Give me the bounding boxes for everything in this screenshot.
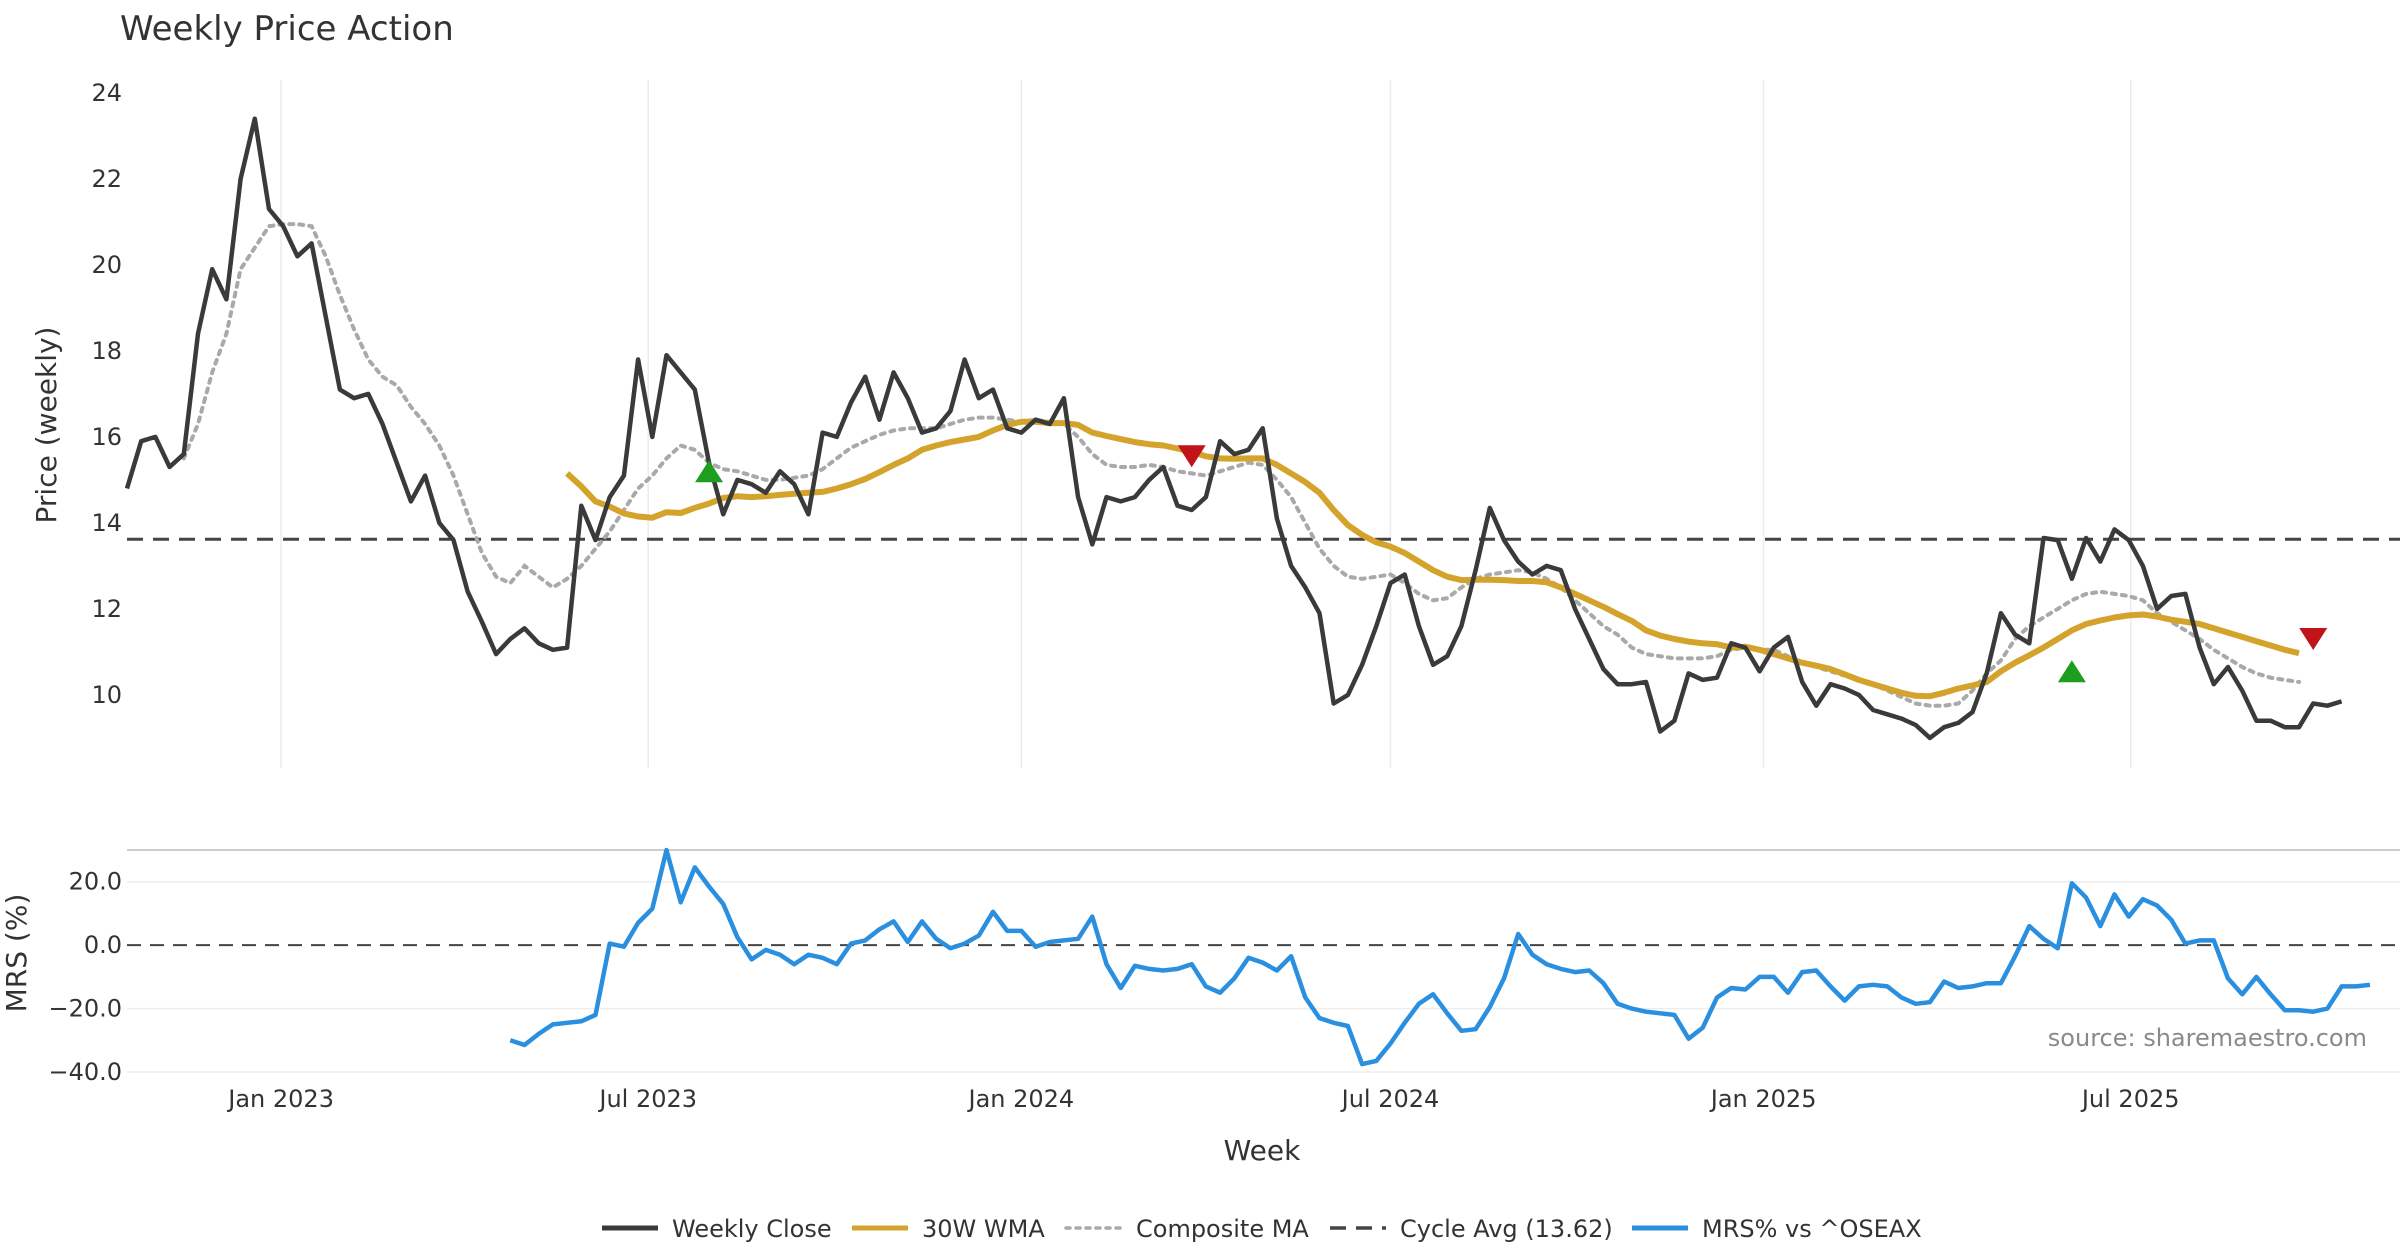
- legend-label: Composite MA: [1136, 1215, 1309, 1243]
- price-grid: [280, 80, 2132, 768]
- price-y-tick-label: 14: [91, 509, 122, 537]
- price-panel: 10 12 14 16 18 20 22 24 Price (weekly): [30, 79, 2400, 768]
- mrs-y-axis-label: MRS (%): [0, 894, 33, 1013]
- price-y-tick-label: 20: [91, 251, 122, 279]
- price-y-tick-label: 22: [91, 165, 122, 193]
- mrs-y-tick-label: −40.0: [48, 1058, 122, 1086]
- price-y-tick-label: 12: [91, 595, 122, 623]
- composite-ma-line: [181, 222, 2301, 708]
- legend-label: Cycle Avg (13.62): [1400, 1215, 1613, 1243]
- mrs-y-tick-label: 20.0: [69, 868, 122, 896]
- legend-label: Weekly Close: [672, 1215, 832, 1243]
- x-tick-label: Jan 2024: [967, 1085, 1075, 1113]
- x-tick-label: Jan 2023: [226, 1085, 334, 1113]
- price-y-ticks: 10 12 14 16 18 20 22 24: [91, 79, 122, 709]
- mrs-line: [509, 847, 2371, 1067]
- chart-title: Weekly Price Action: [120, 9, 454, 49]
- price-y-axis-label: Price (weekly): [30, 327, 63, 524]
- legend-label: MRS% vs ^OSEAX: [1702, 1215, 1922, 1243]
- weekly-close-line: [124, 116, 2343, 741]
- mrs-panel: 20.0 0.0 −20.0 −40.0 MRS (%) source: sharem…: [0, 847, 2400, 1086]
- x-tick-label: Jul 2023: [597, 1085, 697, 1113]
- x-tick-label: Jul 2024: [1340, 1085, 1440, 1113]
- mrs-y-tick-label: −20.0: [48, 995, 122, 1023]
- buy-signal-marker: [2057, 660, 2086, 683]
- price-y-tick-label: 10: [91, 681, 122, 709]
- mrs-grid: [127, 880, 2400, 1073]
- mrs-y-ticks: 20.0 0.0 −20.0 −40.0: [48, 868, 122, 1086]
- signal-markers: [695, 445, 2328, 683]
- price-y-tick-label: 24: [91, 79, 122, 107]
- mrs-y-tick-label: 0.0: [84, 931, 122, 959]
- price-y-tick-label: 18: [91, 337, 122, 365]
- buy-signal-marker: [695, 460, 724, 483]
- x-tick-label: Jul 2025: [2080, 1085, 2180, 1113]
- price-y-tick-label: 16: [91, 423, 122, 451]
- sell-signal-marker: [2299, 628, 2328, 650]
- legend: Weekly Close 30W WMA Composite MA Cycle Avg…: [602, 1215, 1922, 1243]
- wma-30w-line: [565, 418, 2300, 700]
- x-axis-label: Week: [1224, 1134, 1301, 1167]
- x-axis-ticks: Jan 2023 Jul 2023 Jan 2024 Jul 2024 Jan 2025…: [226, 1085, 2179, 1113]
- source-note: source: sharemaestro.com: [2048, 1024, 2367, 1052]
- legend-label: 30W WMA: [922, 1215, 1045, 1243]
- x-tick-label: Jan 2025: [1709, 1085, 1817, 1113]
- sell-signal-marker: [1177, 445, 1206, 468]
